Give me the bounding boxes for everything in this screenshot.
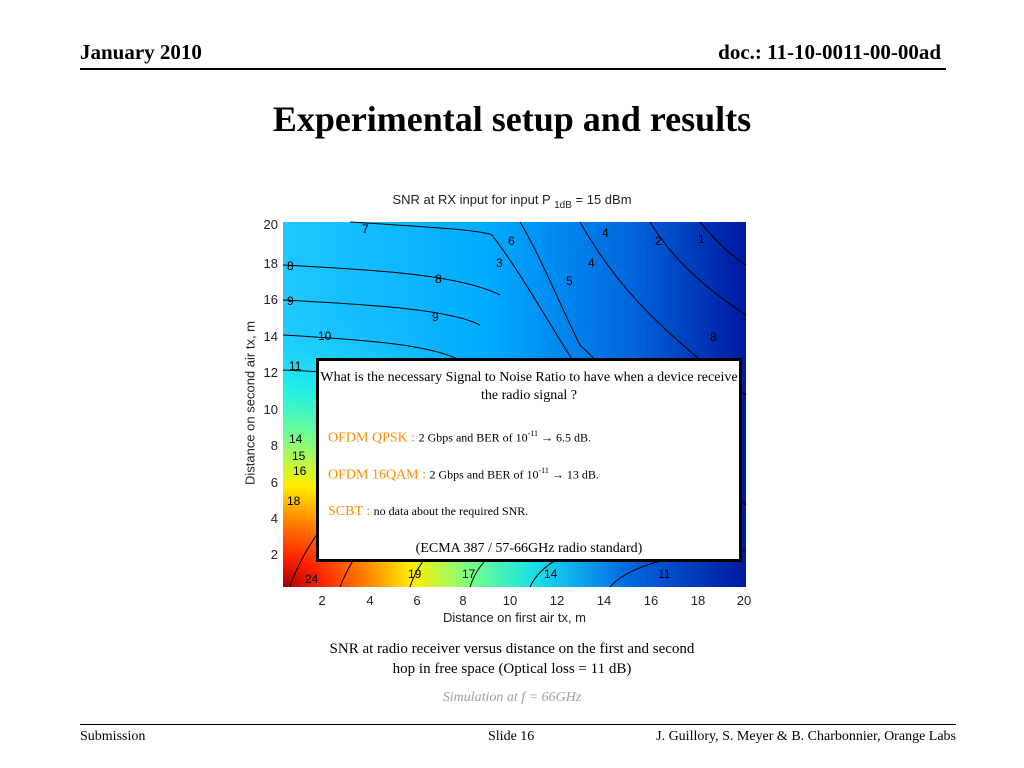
x-tick-label: 16 [644, 593, 658, 608]
x-axis: 2 4 6 8 10 12 14 16 18 20 [318, 593, 751, 608]
contour-line [649, 221, 747, 316]
y-tick-label: 16 [264, 292, 278, 307]
contour-label: 7 [362, 222, 369, 236]
contour-label: 16 [293, 464, 307, 478]
y-tick-label: 10 [264, 402, 278, 417]
contour-label: 14 [544, 567, 558, 581]
contour-label: 9 [287, 294, 294, 308]
y-tick-label: 2 [271, 547, 278, 562]
y-tick-label: 14 [264, 329, 278, 344]
contour-label: 8 [435, 272, 442, 286]
contour-label: 15 [292, 449, 306, 463]
slide-title: Experimental setup and results [272, 99, 752, 139]
header-doc-id: doc.: 11-10-0011-00-00ad [718, 40, 941, 64]
contour-label: 6 [508, 234, 515, 248]
x-tick-label: 14 [597, 593, 611, 608]
contour-label: 14 [289, 432, 303, 446]
y-axis-label: Distance on second air tx, m [242, 320, 258, 486]
ofdm-qpsk-line: OFDM QPSK : 2 Gbps and BER of 10-11 → 6.… [328, 429, 592, 446]
contour-line [282, 334, 461, 361]
contour-line [282, 299, 481, 326]
header-date: January 2010 [80, 40, 202, 64]
x-tick-label: 20 [737, 593, 751, 608]
contour-label: 18 [287, 494, 301, 508]
figure-caption: SNR at radio receiver versus distance on… [329, 641, 695, 677]
contour-label: 8 [287, 259, 294, 273]
contour-line [282, 264, 501, 296]
contour-label: 2 [655, 234, 662, 248]
x-tick-label: 4 [366, 593, 373, 608]
ofdm-16qam-line: OFDM 16QAM : 2 Gbps and BER of 10-11 → 1… [328, 466, 599, 483]
contour-label: 10 [318, 329, 332, 343]
snr-info-box: What is the necessary Signal to Noise Ra… [316, 358, 742, 562]
snr-question: What is the necessary Signal to Noise Ra… [320, 370, 738, 403]
y-tick-label: 20 [264, 217, 278, 232]
footer-submission: Submission [80, 729, 146, 744]
contour-label: 5 [566, 274, 573, 288]
contour-label: 4 [602, 226, 609, 240]
x-tick-label: 2 [318, 593, 325, 608]
contour-line [699, 221, 747, 266]
footer-rule [80, 724, 956, 725]
simulation-note: Simulation at f = 66GHz [442, 690, 582, 705]
contour-label: 11 [289, 359, 302, 373]
plot-title: SNR at RX input for input P 1dB = 15 dBm [392, 192, 632, 211]
contour-label: 8 [710, 330, 717, 344]
x-tick-label: 6 [413, 593, 420, 608]
contour-label: 19 [408, 567, 422, 581]
header-rule [80, 68, 946, 70]
x-tick-label: 12 [550, 593, 564, 608]
contour-label: 9 [432, 310, 439, 324]
x-axis-label: Distance on first air tx, m [442, 610, 587, 625]
contour-label: 1 [698, 232, 705, 246]
contour-line [519, 221, 747, 506]
y-axis: 2 4 6 8 10 12 14 16 18 20 [264, 217, 278, 562]
ecma-standard-note: (ECMA 387 / 57-66GHz radio standard) [415, 541, 643, 556]
y-tick-label: 12 [264, 365, 278, 380]
contour-line [349, 221, 591, 386]
y-tick-label: 4 [271, 511, 278, 526]
scbt-line: SCBT : no data about the required SNR. [328, 504, 529, 519]
x-tick-label: 8 [459, 593, 466, 608]
footer-authors: J. Guillory, S. Meyer & B. Charbonnier, … [656, 729, 956, 744]
x-tick-label: 18 [691, 593, 705, 608]
footer-slide-number: Slide 16 [488, 729, 535, 744]
contour-label: 24 [305, 572, 319, 586]
contour-label: 17 [462, 567, 476, 581]
x-tick-label: 10 [503, 593, 517, 608]
contour-label: 3 [496, 256, 503, 270]
y-tick-label: 6 [271, 475, 278, 490]
y-tick-label: 8 [271, 438, 278, 453]
y-tick-label: 18 [264, 256, 278, 271]
contour-label: 4 [588, 256, 595, 270]
contour-label: 11 [658, 567, 671, 581]
